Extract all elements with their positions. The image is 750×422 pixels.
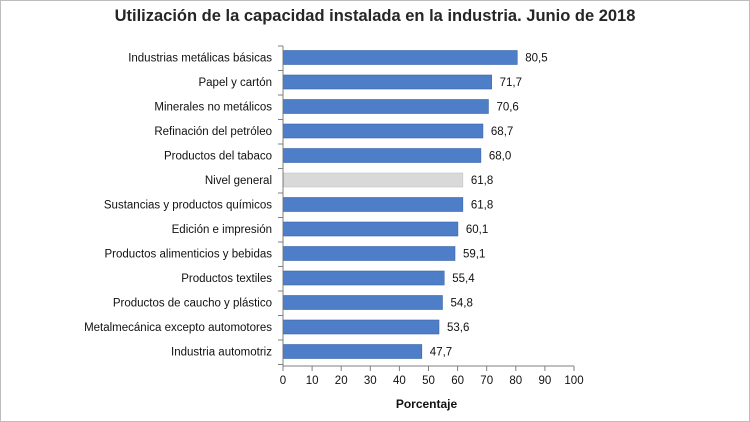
x-tick-label: 0 — [280, 375, 286, 387]
bar — [283, 148, 482, 163]
value-label: 68,0 — [489, 151, 511, 163]
x-tick-label: 90 — [539, 375, 552, 387]
value-label: 80,5 — [525, 53, 547, 65]
x-axis-title: Porcentaje — [396, 397, 458, 411]
bar — [283, 344, 423, 359]
value-label: 54,8 — [450, 298, 472, 310]
x-tick-label: 30 — [364, 375, 377, 387]
category-label: Industrias metálicas básicas — [128, 53, 272, 65]
chart-title: Utilización de la capacidad instalada en… — [114, 7, 636, 25]
category-label: Minerales no metálicos — [154, 102, 272, 114]
value-label: 53,6 — [447, 322, 469, 334]
x-tick-label: 60 — [451, 375, 464, 387]
category-label: Papel y cartón — [198, 77, 272, 89]
category-label: Nivel general — [205, 175, 272, 187]
bar — [283, 295, 443, 310]
value-label: 59,1 — [463, 249, 485, 261]
x-tick-label: 100 — [564, 375, 583, 387]
bar — [283, 74, 492, 90]
bar — [283, 99, 489, 114]
bar — [283, 319, 440, 335]
value-label: 61,8 — [471, 200, 493, 212]
value-label: 71,7 — [500, 77, 522, 89]
value-label: 61,8 — [471, 175, 493, 187]
category-label: Edición e impresión — [172, 224, 272, 236]
bar — [283, 172, 464, 188]
value-label: 60,1 — [466, 224, 488, 236]
category-label: Productos textiles — [181, 273, 272, 285]
category-label: Refinación del petróleo — [154, 126, 272, 138]
x-tick-label: 50 — [422, 375, 435, 387]
bar — [283, 197, 464, 212]
bar — [283, 246, 456, 261]
value-label: 70,6 — [496, 102, 518, 114]
category-label: Industria automotriz — [171, 347, 272, 359]
category-label: Productos del tabaco — [164, 151, 272, 163]
x-tick-label: 20 — [335, 375, 348, 387]
bar — [283, 221, 459, 237]
value-label: 47,7 — [430, 347, 452, 359]
bar — [283, 270, 445, 286]
x-tick-label: 70 — [480, 375, 493, 387]
x-tick-label: 80 — [509, 375, 522, 387]
category-label: Sustancias y productos químicos — [104, 200, 272, 212]
value-label: 68,7 — [491, 126, 513, 138]
category-label: Productos alimenticios y bebidas — [105, 249, 273, 261]
category-label: Productos de caucho y plástico — [113, 298, 272, 310]
category-label: Metalmecánica excepto automotores — [84, 322, 272, 334]
value-label: 55,4 — [452, 273, 475, 285]
bar — [283, 50, 518, 65]
x-tick-label: 40 — [393, 375, 406, 387]
bar — [283, 123, 484, 139]
x-tick-label: 10 — [306, 375, 319, 387]
